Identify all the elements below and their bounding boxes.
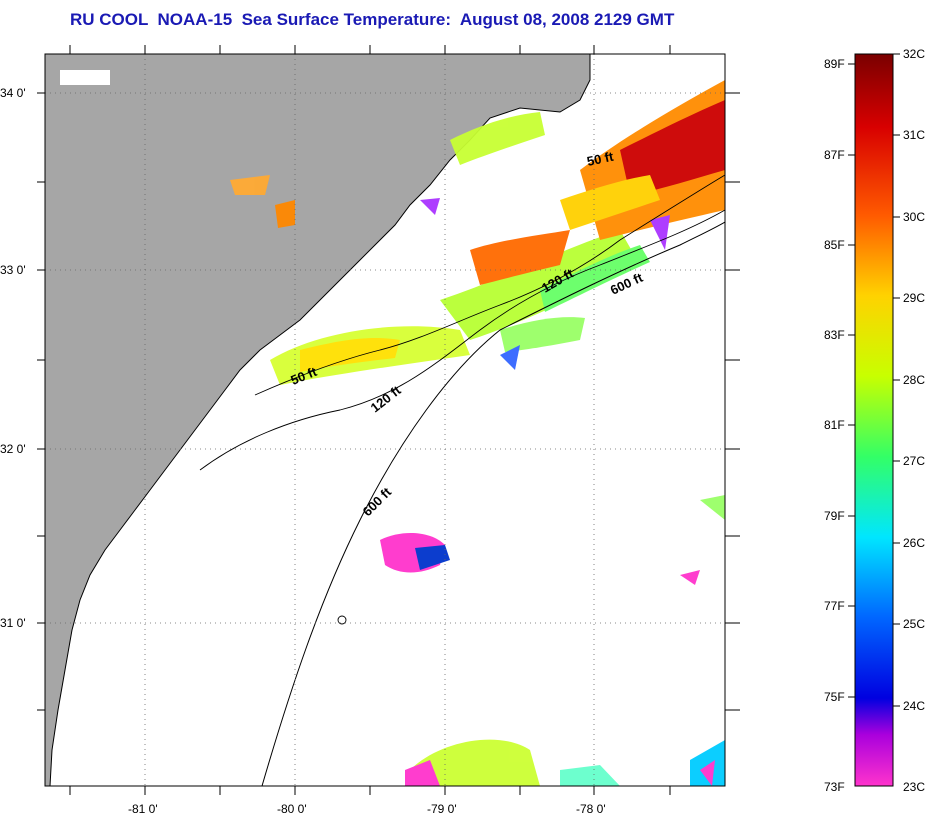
lat-label-32: 32 0' [0, 442, 26, 456]
lon-label-81: -81 0' [128, 802, 158, 816]
isobath-50ft-north: 50 ft [586, 149, 616, 169]
cb-c-31: 31C [903, 128, 925, 142]
cb-c-26: 26C [903, 536, 925, 550]
cb-f-85: 85F [824, 238, 845, 252]
map-title: RU COOL NOAA-15 Sea Surface Temperature:… [70, 10, 675, 29]
cb-f-75: 75F [824, 690, 845, 704]
cb-f-83: 83F [824, 328, 845, 342]
cb-c-27: 27C [903, 454, 925, 468]
lat-label-33: 33 0' [0, 263, 26, 277]
isobath-50ft-line [254, 174, 725, 396]
colorbar-ticks [848, 53, 900, 707]
graticule [45, 54, 725, 786]
colorbar [854, 53, 894, 787]
cb-f-81: 81F [824, 418, 845, 432]
cb-f-77: 77F [824, 599, 845, 613]
lat-label-31: 31 0' [0, 616, 26, 630]
cb-f-73: 73F [824, 780, 845, 794]
ticks [37, 45, 740, 795]
isobath-120ft-line [199, 209, 725, 471]
inland-water [60, 70, 110, 85]
cb-f-79: 79F [824, 509, 845, 523]
cb-c-24: 24C [903, 699, 925, 713]
seamount-contour [337, 615, 347, 625]
land-mass [45, 54, 591, 786]
cb-c-28: 28C [903, 373, 925, 387]
sst-patches [230, 80, 725, 786]
cb-f-87: 87F [824, 148, 845, 162]
cb-c-29: 29C [903, 291, 925, 305]
lat-label-34: 34 0' [0, 86, 26, 100]
cb-c-25: 25C [903, 617, 925, 631]
lon-label-80: -80 0' [277, 802, 307, 816]
map-frame [44, 53, 726, 787]
isobath-600ft-line [261, 221, 725, 786]
lon-label-78: -78 0' [576, 802, 606, 816]
lon-label-79: -79 0' [427, 802, 457, 816]
cb-c-23: 23C [903, 780, 925, 794]
cb-f-89: 89F [824, 57, 845, 71]
cb-c-30: 30C [903, 210, 925, 224]
cb-c-32: 32C [903, 47, 925, 61]
